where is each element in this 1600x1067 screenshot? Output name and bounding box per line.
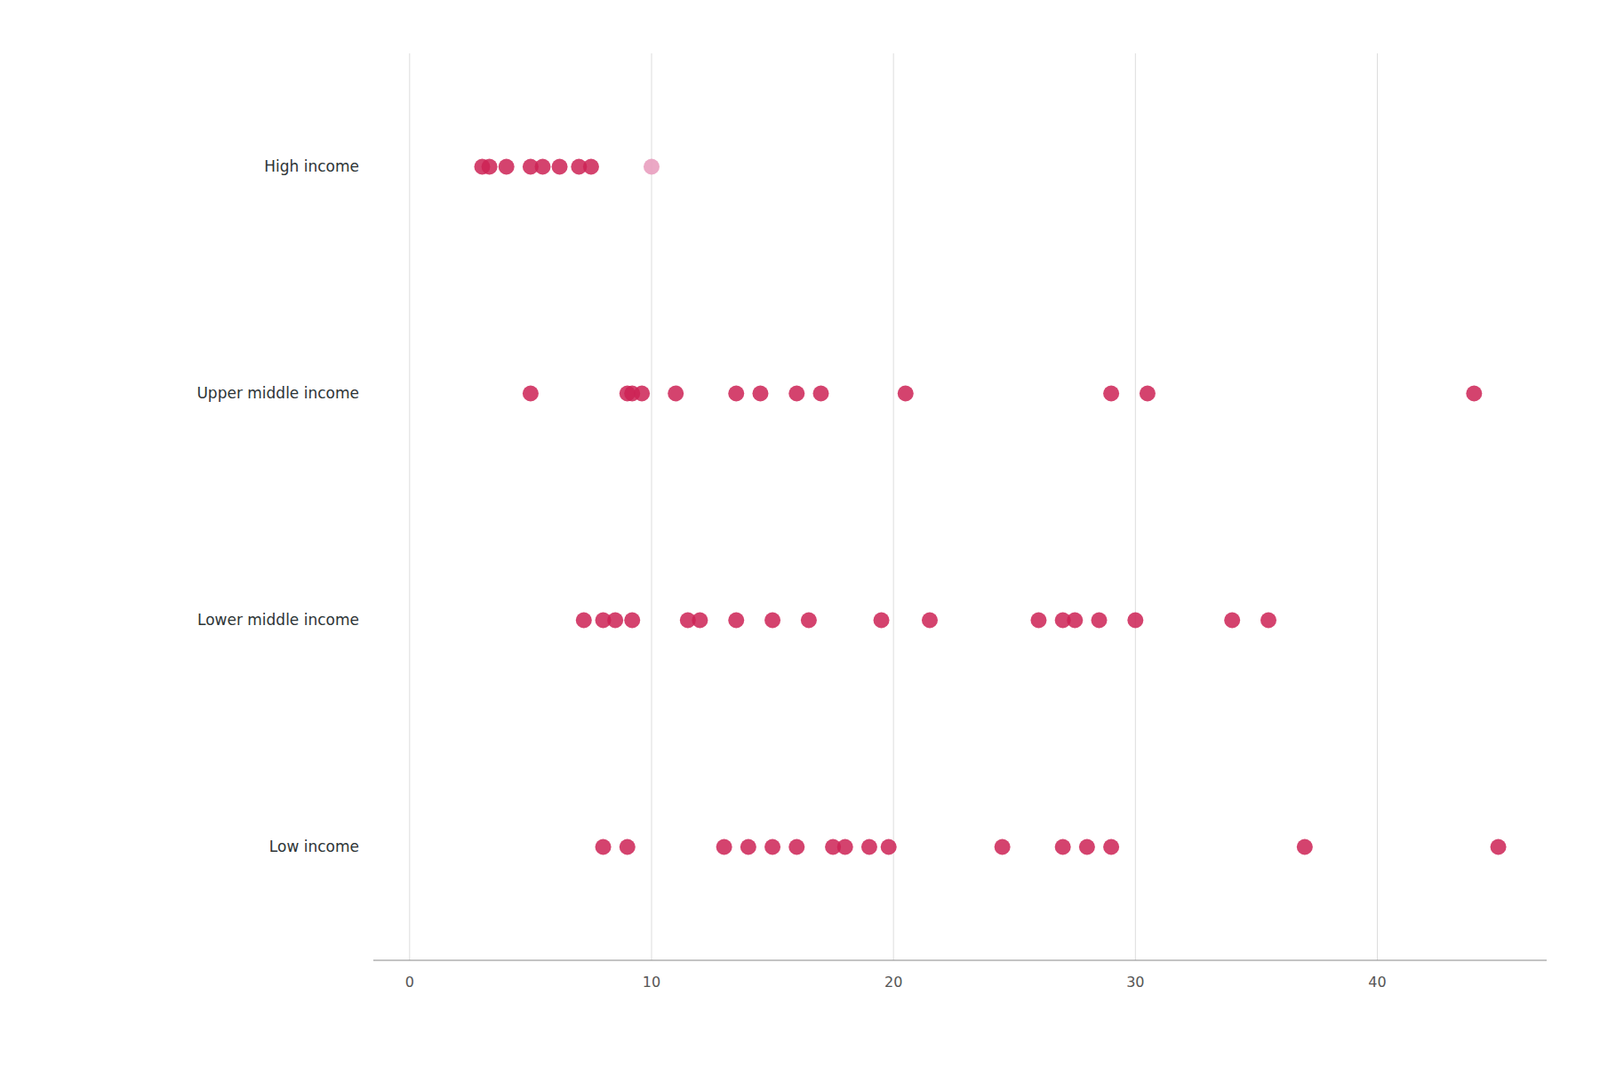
dot xyxy=(595,839,612,856)
dot xyxy=(788,385,805,402)
dot xyxy=(1090,612,1107,629)
dot xyxy=(897,385,914,402)
dot xyxy=(619,839,636,856)
dot xyxy=(1260,612,1277,629)
dot xyxy=(535,159,552,176)
dot xyxy=(1224,612,1240,629)
dot xyxy=(728,612,744,629)
dot xyxy=(583,159,600,176)
dot xyxy=(498,159,515,176)
grid-line xyxy=(893,53,895,960)
tick-label: 0 xyxy=(405,973,415,991)
category-label: Lower middle income xyxy=(197,610,360,629)
x-grid xyxy=(409,53,1378,960)
dot xyxy=(813,385,830,402)
dots xyxy=(473,159,1506,856)
dot xyxy=(576,612,592,629)
dot xyxy=(1066,612,1083,629)
dot xyxy=(607,612,624,629)
dot xyxy=(873,612,890,629)
dot xyxy=(1127,612,1144,629)
dot xyxy=(481,159,498,176)
tick-label: 30 xyxy=(1126,973,1144,991)
dot xyxy=(764,839,781,856)
dot xyxy=(880,839,897,856)
dot xyxy=(1055,839,1072,856)
chart: 0 10 20 30 40 High income Upper middle income L… xyxy=(0,0,1600,1067)
category-label: Low income xyxy=(269,837,360,856)
dot xyxy=(1490,839,1507,856)
x-axis-line xyxy=(373,960,1547,961)
grid-line xyxy=(1135,53,1136,960)
dot xyxy=(1030,612,1047,629)
grid-line xyxy=(408,53,410,960)
grid-line xyxy=(650,53,652,960)
dot xyxy=(522,385,539,402)
dot xyxy=(728,385,744,402)
x-ticks: 0 10 20 30 40 xyxy=(405,973,1387,991)
dot xyxy=(837,839,854,856)
dot xyxy=(691,612,708,629)
dot xyxy=(800,612,817,629)
dot xyxy=(643,159,660,176)
dot xyxy=(861,839,878,856)
dot xyxy=(788,839,805,856)
dot xyxy=(716,839,733,856)
dot xyxy=(740,839,757,856)
dot xyxy=(994,839,1011,856)
category-label: High income xyxy=(264,157,360,176)
tick-label: 20 xyxy=(884,973,903,991)
dot xyxy=(1079,839,1096,856)
dot xyxy=(1465,385,1482,402)
dot xyxy=(552,159,568,176)
dot xyxy=(633,385,650,402)
dot xyxy=(1139,385,1156,402)
tick-label: 10 xyxy=(642,973,661,991)
grid-line xyxy=(1376,53,1378,960)
category-label: Upper middle income xyxy=(196,384,360,402)
dot xyxy=(1103,385,1120,402)
dot xyxy=(1103,839,1120,856)
dot xyxy=(624,612,640,629)
dot xyxy=(764,612,781,629)
dot xyxy=(921,612,938,629)
dot xyxy=(1296,839,1313,856)
tick-label: 40 xyxy=(1368,973,1386,991)
y-labels: High income Upper middle income Lower midd… xyxy=(196,157,360,856)
dot xyxy=(667,385,684,402)
dot xyxy=(752,385,768,402)
